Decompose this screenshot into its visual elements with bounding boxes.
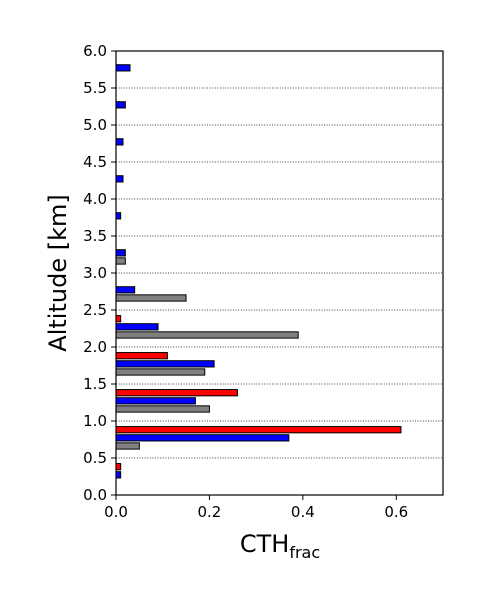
x-tick-label: 0.2 (197, 503, 221, 521)
bar (115, 405, 210, 413)
y-tick-label: 4.0 (83, 190, 107, 208)
bar (115, 331, 299, 339)
y-tick-label: 4.5 (83, 153, 107, 171)
y-tick-label: 2.0 (83, 338, 107, 356)
x-axis-label: CTHfrac (240, 530, 320, 562)
x-axis-label-subscript: frac (289, 543, 320, 562)
bar (115, 138, 124, 146)
bar (115, 249, 126, 257)
x-tick-label: 0.0 (104, 503, 128, 521)
bar (115, 463, 122, 471)
y-tick-label: 2.5 (83, 301, 107, 319)
y-tick-label: 1.0 (83, 412, 107, 430)
y-tick-label: 3.0 (83, 264, 107, 282)
bar (115, 397, 196, 405)
y-tick-label: 6.0 (83, 42, 107, 60)
bar (115, 101, 126, 109)
bar (115, 286, 136, 294)
y-tick-label: 0.5 (83, 449, 107, 467)
bar (115, 323, 159, 331)
bar (115, 360, 215, 368)
y-tick-label: 3.5 (83, 227, 107, 245)
bar (115, 352, 168, 360)
y-tick-label: 0.0 (83, 486, 107, 504)
x-tick-label: 0.4 (291, 503, 315, 521)
y-tick-label: 5.5 (83, 79, 107, 97)
bar (115, 471, 122, 479)
x-axis-label-main: CTH (240, 530, 289, 558)
bar (115, 64, 131, 72)
bar (115, 389, 238, 397)
bar (115, 212, 122, 220)
y-tick-label: 5.0 (83, 116, 107, 134)
bar (115, 368, 206, 376)
bar (115, 175, 124, 183)
y-axis-label: Altitude [km] (44, 194, 72, 351)
x-tick-label: 0.6 (384, 503, 408, 521)
bar (115, 294, 187, 302)
bar (115, 315, 122, 323)
bars-layer (115, 64, 402, 479)
ticks-layer: 0.0 0.5 1.0 1.5 2.0 2.5 3.0 3.5 4.0 4.5 5.0 5.5 6.0 0… (83, 42, 408, 521)
y-tick-label: 1.5 (83, 375, 107, 393)
bar (115, 257, 126, 265)
bar (115, 442, 140, 450)
bar (115, 434, 290, 442)
bar (115, 426, 402, 434)
